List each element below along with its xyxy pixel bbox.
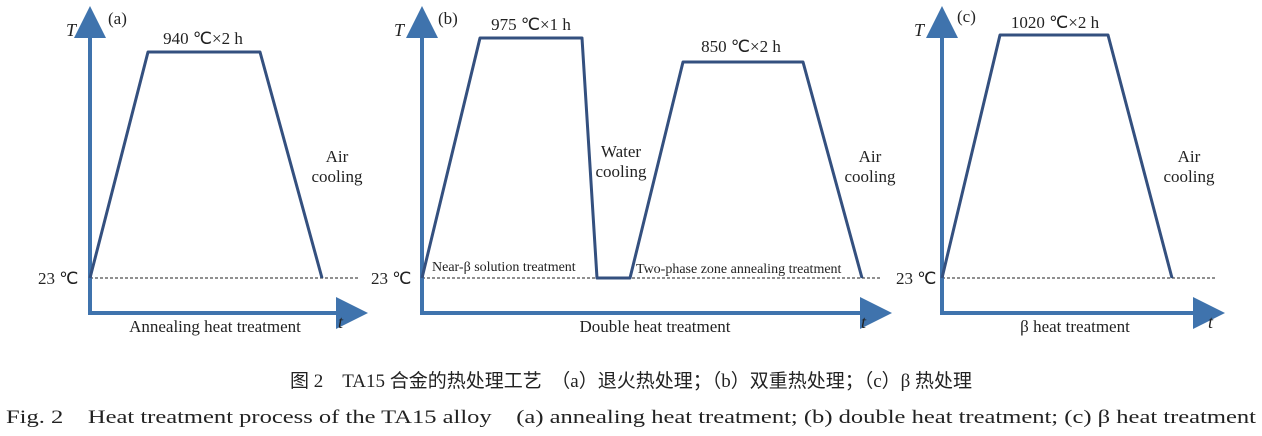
panel-a: T (a) 940 ℃×2 h Air cooling 23 ℃ t Annea… — [38, 6, 368, 336]
cooling-label-2: cooling — [1164, 167, 1215, 186]
panel-title: Annealing heat treatment — [129, 317, 301, 336]
stage-2-label: Two-phase zone annealing treatment — [636, 262, 842, 277]
water-cooling-label-2: cooling — [596, 162, 647, 181]
base-temp-label: 23 ℃ — [371, 269, 411, 288]
y-axis-label: T — [394, 20, 406, 40]
temperature-profile — [420, 36, 864, 280]
caption-chinese: 图 2 TA15 合金的热处理工艺 （a）退火热处理；（b）双重热处理；（c）β… — [290, 370, 972, 392]
base-temp-label: 23 ℃ — [38, 269, 78, 288]
cooling-label-1: Air — [1178, 147, 1201, 166]
hold-label: 1020 ℃×2 h — [1011, 13, 1100, 32]
hold-label-1: 975 ℃×1 h — [491, 15, 571, 34]
hold-label-2: 850 ℃×2 h — [701, 37, 781, 56]
x-axis-label: t — [861, 312, 867, 332]
base-temp-label: 23 ℃ — [896, 269, 936, 288]
cooling-label-2: cooling — [312, 167, 363, 186]
panel-title: Double heat treatment — [579, 317, 730, 336]
caption-english: Fig. 2 Heat treatment process of the TA1… — [6, 407, 1257, 428]
panel-tag: (b) — [438, 9, 458, 28]
water-cooling-label-1: Water — [601, 142, 641, 161]
x-axis-label: t — [1208, 312, 1214, 332]
y-axis-label: T — [66, 20, 78, 40]
cooling-label-1: Air — [326, 147, 349, 166]
panel-b: T (b) 975 ℃×1 h 850 ℃×2 h Water cooling … — [371, 6, 896, 336]
air-cooling-label-1: Air — [859, 147, 882, 166]
panel-title: β heat treatment — [1020, 317, 1130, 336]
panel-tag: (a) — [108, 9, 127, 28]
panel-c: T (c) 1020 ℃×2 h Air cooling 23 ℃ t β he… — [896, 6, 1225, 336]
temperature-profile — [940, 33, 1174, 279]
air-cooling-label-2: cooling — [845, 167, 896, 186]
hold-label: 940 ℃×2 h — [163, 29, 243, 48]
panel-tag: (c) — [957, 7, 976, 26]
x-axis-label: t — [338, 312, 344, 332]
y-axis-label: T — [914, 20, 926, 40]
temperature-profile — [88, 50, 324, 279]
stage-1-label: Near-β solution treatment — [432, 260, 576, 275]
